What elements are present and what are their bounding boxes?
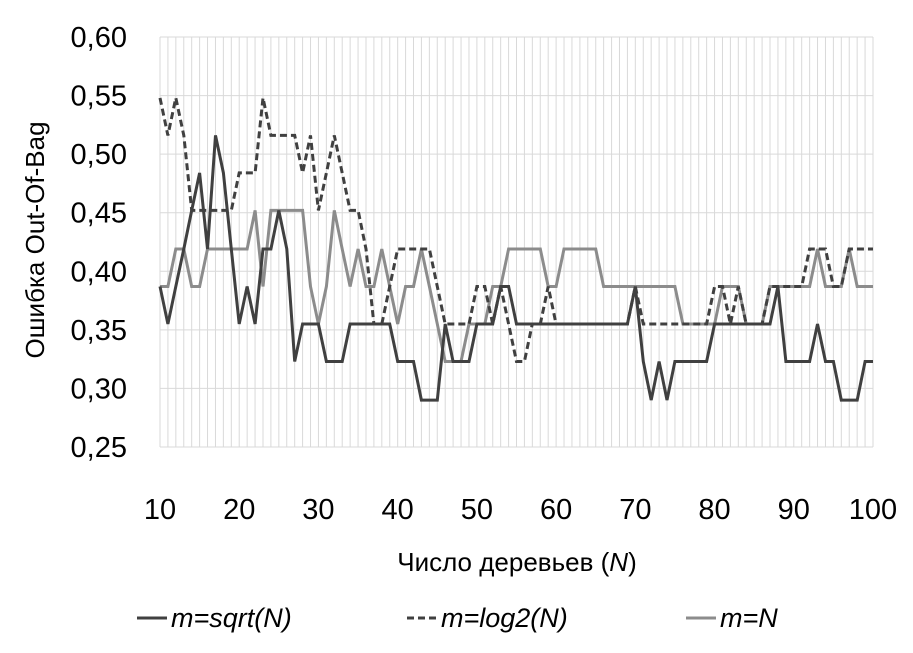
y-tick-label: 0,30 <box>71 373 127 405</box>
x-axis-tick-labels: 10 20 30 40 50 60 70 80 90 100 <box>144 494 897 526</box>
x-tick-label: 70 <box>619 494 651 526</box>
x-tick-label: 30 <box>302 494 334 526</box>
y-axis-tick-labels: 0,25 0,30 0,35 0,40 0,45 0,50 0,55 0,60 <box>71 22 127 464</box>
x-axis-title: Число деревьев (N) <box>397 547 637 577</box>
x-tick-label: 20 <box>223 494 255 526</box>
y-tick-label: 0,35 <box>71 315 127 347</box>
series-line-1 <box>158 135 873 402</box>
x-axis-title-variable: N <box>609 547 628 577</box>
x-tick-label: 50 <box>461 494 493 526</box>
legend: m=sqrt(N) m=log2(N) m=N <box>137 603 778 633</box>
gridlines <box>159 36 874 448</box>
x-tick-label: 60 <box>540 494 572 526</box>
legend-label: m=sqrt(N) <box>171 603 292 633</box>
x-tick-label: 100 <box>849 494 897 526</box>
y-tick-label: 0,25 <box>71 432 127 464</box>
x-tick-label: 90 <box>778 494 810 526</box>
y-tick-label: 0,55 <box>71 81 127 113</box>
series-lines <box>158 97 873 402</box>
y-axis-title: Ошибка Out-Of-Bag <box>20 121 50 358</box>
legend-label: m=log2(N) <box>441 603 568 633</box>
legend-label: m=N <box>720 603 778 633</box>
y-tick-label: 0,40 <box>71 256 127 288</box>
x-axis-title-close: ) <box>628 547 637 577</box>
x-axis-title-text: Число деревьев ( <box>397 547 609 577</box>
y-tick-label: 0,50 <box>71 139 127 171</box>
x-tick-label: 10 <box>144 494 176 526</box>
x-tick-label: 80 <box>698 494 730 526</box>
y-tick-label: 0,60 <box>71 22 127 54</box>
y-tick-label: 0,45 <box>71 198 127 230</box>
x-tick-label: 40 <box>382 494 414 526</box>
